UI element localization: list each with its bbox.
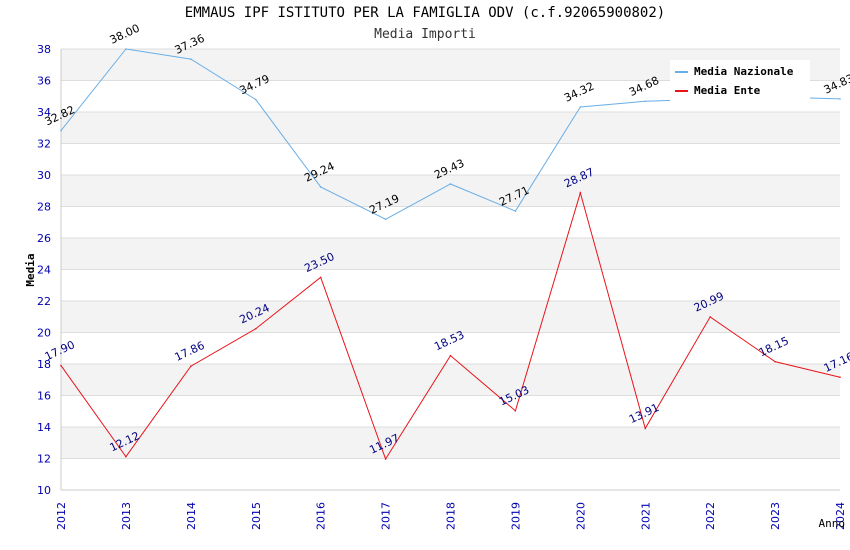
x-tick-label: 2016 (315, 502, 328, 530)
chart-subtitle: Media Importi (374, 27, 476, 42)
data-point (254, 327, 257, 330)
data-point (514, 409, 517, 412)
x-tick-label: 2019 (509, 502, 522, 530)
data-label: 38.00 (108, 22, 142, 47)
y-axis-title: Media (24, 253, 37, 286)
x-tick-label: 2018 (445, 502, 458, 530)
y-tick-label: 30 (37, 169, 51, 182)
grid-band (61, 175, 840, 207)
grid-band (61, 143, 840, 175)
y-tick-label: 16 (37, 390, 51, 403)
x-tick-label: 2022 (704, 502, 717, 530)
data-point (644, 427, 647, 430)
data-point (319, 186, 322, 188)
data-point (60, 129, 62, 132)
y-tick-label: 10 (37, 484, 51, 497)
y-tick-label: 26 (37, 232, 51, 245)
x-tick-label: 2013 (120, 502, 133, 530)
x-tick-label: 2014 (185, 502, 198, 530)
y-tick-label: 36 (37, 75, 51, 88)
y-tick-label: 12 (37, 453, 51, 466)
y-tick-label: 22 (37, 295, 51, 308)
grid-band (61, 364, 840, 396)
grid-band (61, 458, 840, 490)
data-point (125, 455, 127, 458)
y-tick-label: 14 (37, 421, 51, 434)
grid-band (61, 332, 840, 364)
legend-box (670, 60, 810, 102)
legend-label: Media Nazionale (694, 65, 794, 78)
grid-band (61, 206, 840, 238)
legend: Media Nazionale Media Ente (670, 60, 810, 102)
x-axis-title: Anno (819, 517, 846, 530)
y-tick-label: 24 (37, 264, 51, 277)
y-tick-label: 34 (37, 106, 51, 119)
data-point (579, 191, 582, 194)
grid-band (61, 238, 840, 270)
data-point (839, 98, 841, 100)
y-tick-label: 28 (37, 201, 51, 214)
data-point (125, 48, 127, 50)
x-tick-label: 2023 (769, 502, 782, 530)
data-point (839, 376, 841, 379)
x-tick-label: 2020 (574, 502, 587, 530)
data-point (384, 218, 387, 221)
y-tick-label: 32 (37, 138, 51, 151)
grid-band (61, 301, 840, 333)
data-point (514, 210, 517, 212)
data-point (190, 58, 192, 60)
grid-band (61, 112, 840, 144)
data-point (319, 276, 322, 279)
x-tick-label: 2024 (834, 502, 847, 530)
x-tick-label: 2017 (380, 502, 393, 530)
data-point (709, 316, 711, 318)
data-point (449, 183, 452, 185)
x-tick-label: 2012 (55, 502, 68, 530)
y-tick-label: 38 (37, 43, 51, 56)
grid-band (61, 427, 840, 459)
y-tick-label: 18 (37, 358, 51, 371)
data-point (774, 360, 776, 363)
data-point (190, 365, 192, 368)
data-point (579, 106, 582, 108)
y-tick-label: 20 (37, 327, 51, 340)
data-point (384, 458, 387, 460)
data-point (644, 100, 647, 103)
grid-band (61, 269, 840, 301)
x-tick-label: 2021 (639, 502, 652, 530)
grid-band (61, 395, 840, 427)
x-tick-label: 2015 (250, 502, 263, 530)
chart-title: EMMAUS IPF ISTITUTO PER LA FAMIGLIA ODV … (184, 5, 666, 21)
data-point (449, 354, 452, 357)
data-point (254, 98, 257, 101)
data-point (60, 364, 62, 367)
legend-label: Media Ente (694, 84, 761, 97)
